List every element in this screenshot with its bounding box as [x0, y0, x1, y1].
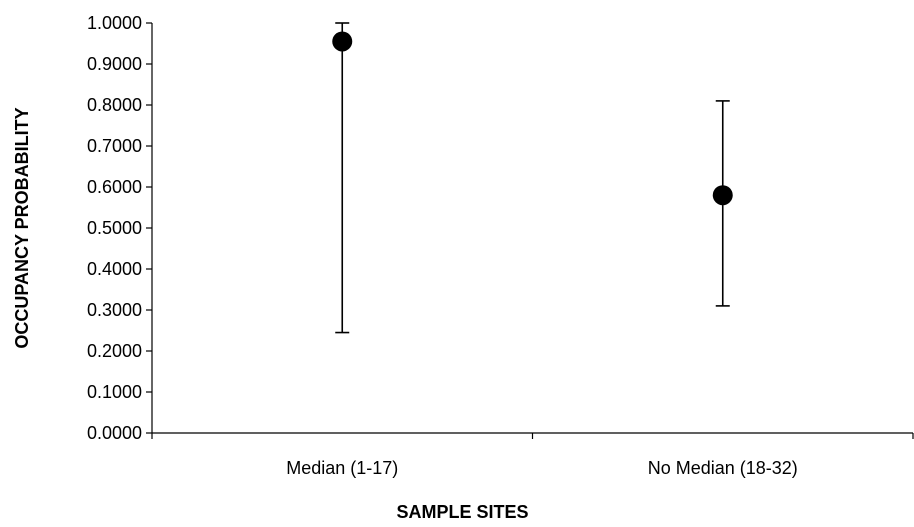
- data-point: [332, 31, 353, 52]
- y-tick-label: 0.6000: [87, 177, 142, 197]
- y-tick-label: 0.1000: [87, 382, 142, 402]
- y-tick-label: 0.4000: [87, 259, 142, 279]
- y-tick-label: 0.0000: [87, 423, 142, 443]
- y-tick-label: 0.3000: [87, 300, 142, 320]
- y-axis-title: OCCUPANCY PROBABILITY: [12, 107, 32, 348]
- y-tick-label: 0.8000: [87, 95, 142, 115]
- data-point: [712, 185, 733, 206]
- plot-marks: [332, 22, 733, 334]
- y-axis-ticks: 0.0000 0.1000 0.2000 0.3000 0.4000 0.5000 0.60…: [87, 13, 152, 443]
- x-axis-title: SAMPLE SITES: [396, 502, 528, 522]
- y-tick-label: 0.9000: [87, 54, 142, 74]
- x-tick-label: Median (1-17): [286, 458, 398, 478]
- y-tick-label: 0.7000: [87, 136, 142, 156]
- x-axis-ticks: Median (1-17) No Median (18-32): [151, 433, 914, 478]
- y-tick-label: 1.0000: [87, 13, 142, 33]
- x-tick-label: No Median (18-32): [648, 458, 798, 478]
- y-tick-label: 0.2000: [87, 341, 142, 361]
- y-tick-label: 0.5000: [87, 218, 142, 238]
